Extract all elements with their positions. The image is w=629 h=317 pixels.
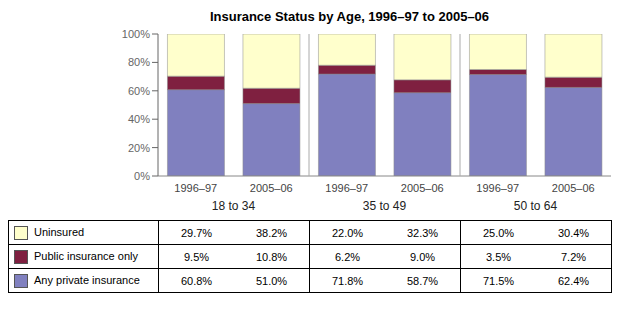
- svg-text:0%: 0%: [134, 170, 150, 182]
- svg-text:18 to 34: 18 to 34: [212, 199, 256, 213]
- html-text:3.5%: 3.5%: [486, 250, 511, 263]
- html-text:9.0%: 9.0%: [410, 250, 435, 263]
- html-text:29.7%: 29.7%: [180, 226, 213, 239]
- svg-text:40%: 40%: [128, 113, 150, 125]
- svg-text:2005–06: 2005–06: [401, 182, 444, 194]
- html-text:71.5%: 71.5%: [482, 274, 515, 287]
- svg-text:20%: 20%: [128, 142, 150, 154]
- html-text:51.0%: 51.0%: [255, 274, 288, 287]
- svg-text:35 to 49: 35 to 49: [363, 199, 407, 213]
- svg-text:2005–06: 2005–06: [250, 182, 293, 194]
- html-text:10.8%: 10.8%: [255, 250, 288, 263]
- html-text:58.7%: 58.7%: [406, 274, 439, 287]
- html-text:6.2%: 6.2%: [335, 250, 360, 263]
- svg-text:60%: 60%: [128, 85, 150, 97]
- html-text:Uninsured: Uninsured: [34, 226, 85, 239]
- svg-text:2005–06: 2005–06: [552, 182, 595, 194]
- html-text:7.2%: 7.2%: [561, 250, 586, 263]
- html-text:25.0%: 25.0%: [482, 226, 515, 239]
- html-text:22.0%: 22.0%: [331, 226, 364, 239]
- html-text:60.8%: 60.8%: [180, 274, 213, 287]
- html-text:Insurance Status by Age, 1996–: Insurance Status by Age, 1996–97 to 2005…: [209, 9, 490, 24]
- html-text:Any private insurance: Any private insurance: [34, 274, 140, 287]
- svg-text:1996–97: 1996–97: [325, 182, 368, 194]
- html-text:32.3%: 32.3%: [406, 226, 439, 239]
- svg-text:100%: 100%: [122, 28, 150, 40]
- svg-text:1996–97: 1996–97: [174, 182, 217, 194]
- html-text:38.2%: 38.2%: [255, 226, 288, 239]
- svg-text:50 to 64: 50 to 64: [514, 199, 558, 213]
- html-text:30.4%: 30.4%: [557, 226, 590, 239]
- html-text:9.5%: 9.5%: [184, 250, 209, 263]
- html-text:62.4%: 62.4%: [557, 274, 590, 287]
- svg-text:1996–97: 1996–97: [476, 182, 519, 194]
- html-text:Public insurance only: Public insurance only: [34, 250, 138, 263]
- svg-text:80%: 80%: [128, 56, 150, 68]
- html-text:71.8%: 71.8%: [331, 274, 364, 287]
